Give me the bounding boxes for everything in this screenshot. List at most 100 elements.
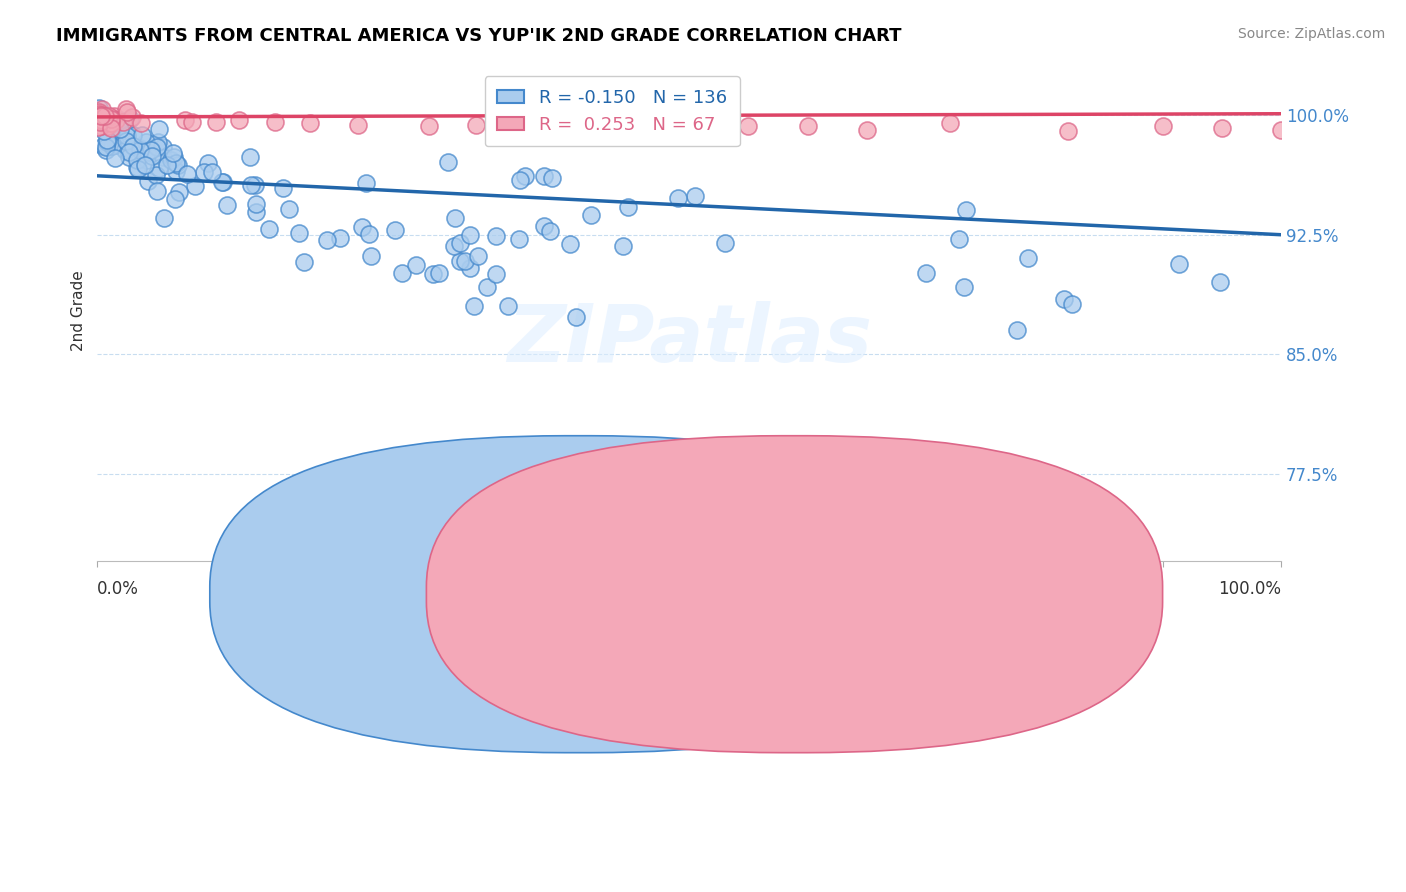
Point [690, 499, 713, 513]
Point [463, 299, 485, 313]
Point [558, 236, 581, 251]
Point [97, 111, 120, 125]
Point [533, 219, 555, 233]
Point [485, 229, 508, 244]
Point [654, 121, 676, 136]
Point [91, 116, 114, 130]
Point [97, 119, 120, 133]
Text: Immigrants from Central America: Immigrants from Central America [598, 588, 855, 603]
Point [181, 114, 204, 128]
Point [384, 223, 406, 237]
Point [533, 169, 555, 183]
Point [90, 115, 112, 129]
Point [477, 279, 499, 293]
Point [115, 134, 138, 148]
Point [245, 178, 267, 193]
Point [508, 231, 530, 245]
Text: ZIPatlas: ZIPatlas [506, 301, 872, 379]
Point [87, 120, 110, 134]
Point [955, 202, 977, 217]
Point [108, 113, 131, 128]
Text: Source: ZipAtlas.com: Source: ZipAtlas.com [1237, 27, 1385, 41]
Point [501, 114, 523, 128]
Point [146, 139, 169, 153]
Point [299, 116, 322, 130]
Point [94, 139, 117, 153]
Point [449, 235, 471, 250]
Point [87, 113, 110, 128]
Point [87, 112, 110, 127]
Point [131, 128, 153, 143]
Point [115, 128, 138, 143]
Point [427, 266, 450, 280]
Point [541, 170, 564, 185]
Point [948, 232, 970, 246]
Point [245, 205, 267, 219]
Point [129, 141, 152, 155]
Point [86, 114, 108, 128]
Point [1209, 275, 1232, 289]
Point [278, 202, 301, 217]
Point [360, 249, 382, 263]
Point [197, 156, 219, 170]
Point [129, 143, 152, 157]
Point [257, 222, 280, 236]
Point [96, 135, 118, 149]
Point [162, 146, 184, 161]
Point [89, 113, 111, 128]
Point [359, 227, 381, 242]
Point [94, 109, 117, 123]
Point [152, 139, 174, 153]
Point [156, 158, 179, 172]
Point [110, 121, 132, 136]
Point [121, 110, 143, 124]
Point [617, 200, 640, 214]
Point [169, 185, 191, 199]
Point [579, 208, 602, 222]
Point [215, 198, 238, 212]
Point [120, 112, 142, 126]
Point [114, 143, 136, 157]
Point [316, 233, 339, 247]
Y-axis label: 2nd Grade: 2nd Grade [72, 270, 86, 351]
Point [245, 197, 267, 211]
Point [136, 174, 159, 188]
Point [139, 143, 162, 157]
Point [1017, 251, 1039, 265]
Point [89, 113, 111, 128]
Legend: R = -0.150   N = 136, R =  0.253   N = 67: R = -0.150 N = 136, R = 0.253 N = 67 [485, 76, 740, 146]
Point [100, 112, 122, 127]
Point [1152, 120, 1174, 134]
Point [145, 184, 167, 198]
Point [1005, 322, 1028, 336]
Point [165, 155, 187, 169]
Point [87, 105, 110, 120]
Point [454, 253, 477, 268]
Point [118, 145, 141, 159]
Point [193, 165, 215, 179]
Point [509, 173, 531, 187]
Point [953, 280, 976, 294]
Point [174, 112, 197, 127]
Point [1211, 121, 1233, 136]
Point [938, 116, 960, 130]
Point [89, 105, 111, 120]
Point [93, 124, 115, 138]
Point [1062, 297, 1084, 311]
Point [91, 110, 114, 124]
Point [513, 169, 536, 183]
Point [93, 110, 115, 124]
Point [264, 114, 287, 128]
Point [87, 107, 110, 121]
Text: 100.0%: 100.0% [1218, 580, 1281, 598]
Point [90, 119, 112, 133]
Point [97, 109, 120, 123]
Point [458, 227, 481, 242]
Point [201, 164, 224, 178]
Point [100, 116, 122, 130]
Point [93, 114, 115, 128]
Point [211, 175, 233, 189]
Point [184, 179, 207, 194]
Point [134, 158, 156, 172]
Point [356, 176, 378, 190]
